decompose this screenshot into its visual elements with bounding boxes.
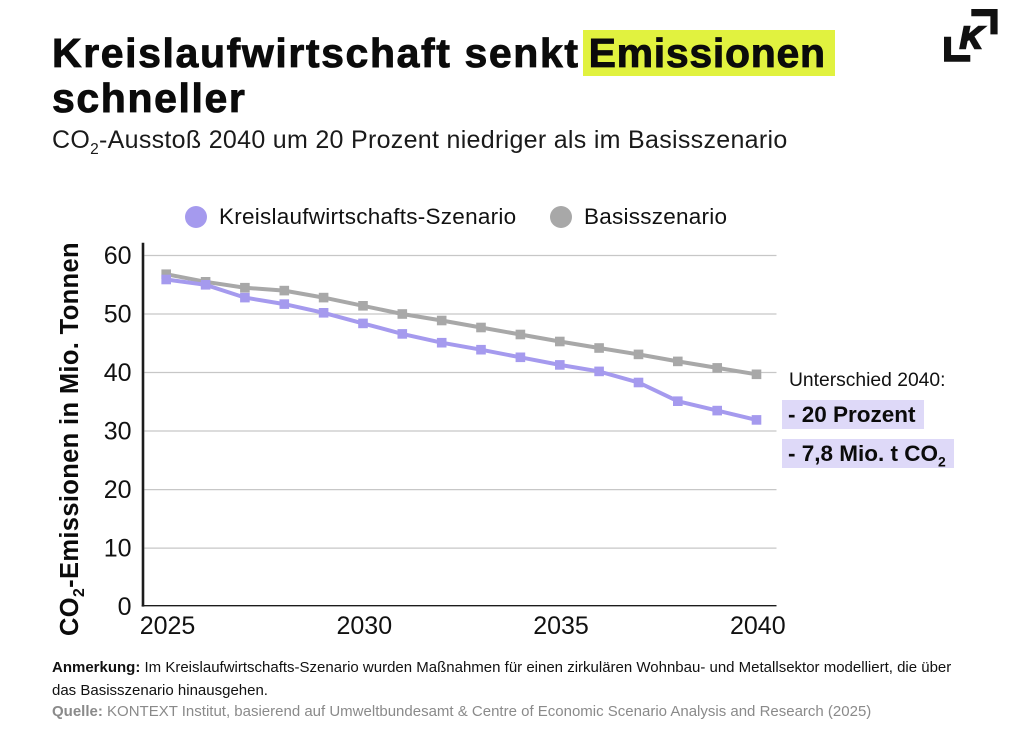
svg-text:20: 20 [104,476,132,504]
svg-text:40: 40 [104,359,132,387]
svg-text:10: 10 [104,535,132,563]
svg-text:2030: 2030 [336,612,392,640]
svg-text:30: 30 [104,418,132,446]
svg-text:K: K [960,20,985,55]
svg-text:0: 0 [118,593,132,621]
svg-text:60: 60 [104,242,132,270]
svg-text:50: 50 [104,301,132,329]
svg-text:2035: 2035 [533,612,589,640]
svg-text:2025: 2025 [140,612,196,640]
svg-text:2040: 2040 [730,612,786,640]
